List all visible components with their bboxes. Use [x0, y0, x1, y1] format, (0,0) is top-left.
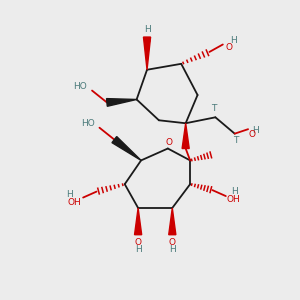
Text: H: H — [252, 126, 259, 135]
Polygon shape — [106, 99, 136, 106]
Polygon shape — [112, 136, 141, 160]
Polygon shape — [182, 123, 189, 148]
Text: OH: OH — [226, 194, 240, 203]
Polygon shape — [134, 208, 142, 235]
Text: O: O — [169, 238, 176, 247]
Text: H: H — [135, 245, 142, 254]
Polygon shape — [143, 37, 151, 70]
Text: H: H — [230, 35, 237, 44]
Text: T: T — [233, 136, 239, 145]
Text: HO: HO — [81, 119, 94, 128]
Text: H: H — [231, 187, 238, 196]
Text: HO: HO — [73, 82, 87, 91]
Text: O: O — [225, 43, 232, 52]
Text: T: T — [211, 104, 217, 113]
Text: O: O — [248, 130, 255, 139]
Text: O: O — [166, 138, 173, 147]
Text: H: H — [145, 25, 151, 34]
Text: O: O — [135, 238, 142, 247]
Text: O: O — [143, 37, 151, 46]
Text: H: H — [169, 245, 176, 254]
Text: OH: OH — [67, 197, 81, 206]
Polygon shape — [169, 208, 176, 235]
Text: H: H — [66, 190, 73, 199]
